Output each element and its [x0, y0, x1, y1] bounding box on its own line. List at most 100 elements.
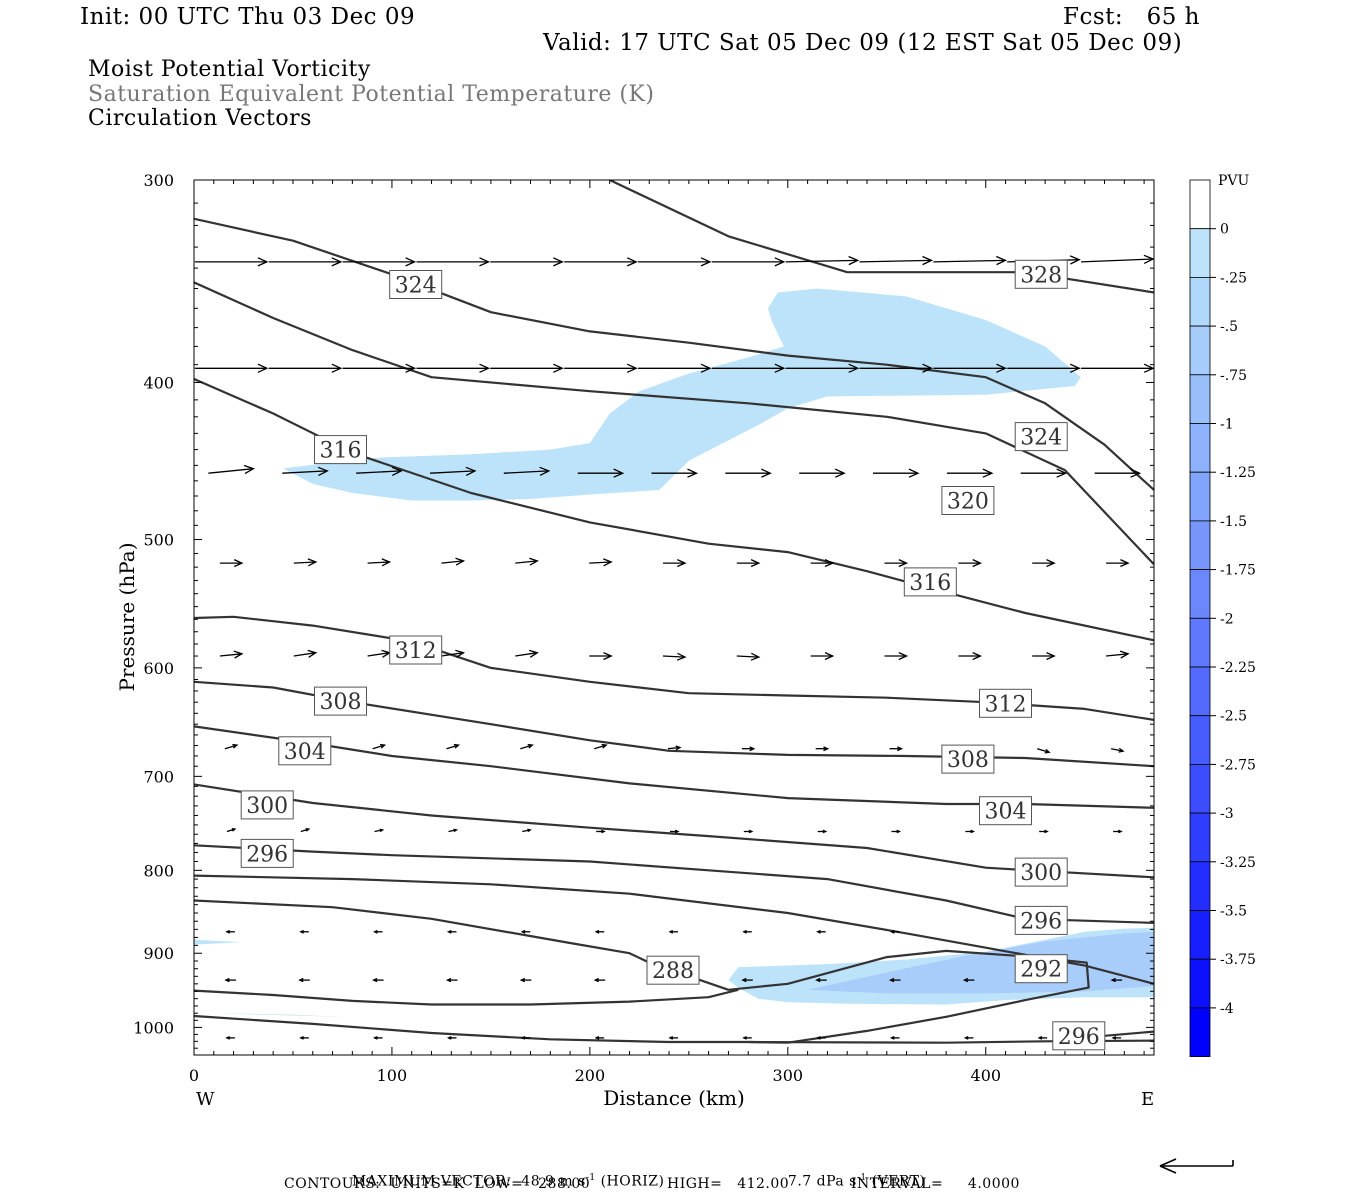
contour-label-text: 296: [246, 842, 288, 867]
contour-label-text: 296: [1020, 909, 1062, 934]
vector-head: [1130, 468, 1142, 478]
vector-arrow: [965, 829, 975, 834]
vector-shaft: [293, 652, 316, 657]
colorbar-label: -1.25: [1220, 465, 1256, 481]
contour-label: 312: [979, 688, 1032, 718]
colorbar-label: -3.25: [1220, 855, 1256, 871]
contour-label-box: [979, 688, 1032, 718]
vector-head: [761, 468, 772, 478]
y-tick-label: 600: [143, 659, 174, 678]
vector-shaft: [224, 744, 238, 750]
x-tick-label: 400: [971, 1066, 1002, 1085]
contour-label: 296: [1052, 1021, 1106, 1051]
contour-label: 304: [979, 796, 1032, 826]
contour-label-box: [278, 736, 332, 766]
vector-arrow: [958, 652, 982, 661]
vector-head: [372, 977, 378, 983]
vector-head: [601, 829, 606, 834]
vector-arrow: [663, 559, 687, 568]
vector-head: [1143, 254, 1154, 264]
vector-arrow: [1094, 468, 1142, 478]
vector-arrow: [564, 257, 638, 267]
y-tick-label: 800: [143, 861, 174, 880]
contour-label-text: 292: [1020, 958, 1062, 983]
vector-arrow: [638, 257, 712, 267]
colorbar-title: PVU: [1218, 173, 1250, 189]
vector-head: [603, 652, 613, 661]
colorbar-label: -.5: [1220, 319, 1238, 335]
vector-head: [897, 746, 904, 752]
contour-label-text: 324: [1020, 426, 1062, 451]
vector-arrow: [446, 743, 461, 750]
vector-head: [675, 745, 682, 751]
vector-head: [1056, 468, 1068, 478]
vector-arrow: [594, 743, 608, 750]
vector-head: [677, 559, 687, 568]
vector-head: [982, 468, 994, 478]
colorbar-bin: [1189, 520, 1211, 571]
vector-arrow: [520, 929, 531, 934]
vector-head: [307, 649, 318, 658]
x-tick-label: 0: [189, 1066, 199, 1085]
x-tick-label: 300: [773, 1066, 804, 1085]
reference-vector-head-lower: [1159, 1165, 1177, 1174]
vector-head: [1046, 652, 1056, 661]
contour-label-box: [389, 270, 443, 299]
max-vert-unit: (VERT): [871, 1173, 926, 1190]
vector-head: [687, 468, 699, 478]
vector-arrow: [933, 363, 1007, 373]
contour-label: 296: [1014, 905, 1068, 935]
vector-arrow: [1007, 363, 1081, 373]
max-vert-value: 7.7 dPa s: [787, 1173, 857, 1190]
vector-arrow: [441, 649, 466, 658]
contour-label: 308: [941, 744, 995, 774]
vector-arrow: [299, 1036, 309, 1040]
vector-arrow: [589, 652, 613, 661]
vector-arrow: [356, 466, 403, 476]
contour-label-box: [314, 686, 367, 716]
contour-label-text: 304: [284, 740, 326, 765]
vector-head: [1111, 1036, 1117, 1040]
vector-arrow: [520, 1036, 531, 1040]
colorbar-label: 0: [1220, 222, 1229, 238]
vector-arrow: [1081, 363, 1154, 373]
colorbar-bin: [1189, 666, 1211, 717]
vector-arrow: [299, 929, 309, 934]
contours-high: HIGH= 412.00: [667, 1176, 790, 1192]
vector-head: [889, 929, 895, 934]
colorbar-bin: [1189, 276, 1211, 327]
vector-arrow: [667, 745, 682, 751]
vector-arrow: [785, 255, 860, 266]
vector-head: [224, 977, 230, 983]
vector-arrow: [1110, 747, 1125, 753]
vector-shaft: [785, 259, 858, 263]
vector-head: [520, 929, 526, 934]
vector-head: [233, 559, 244, 568]
vector-arrow: [441, 557, 466, 566]
axis-ticks: 300 400 500 600 700 800 900 1000 0 100 200 300 400: [133, 171, 1154, 1085]
vector-arrow: [799, 468, 846, 478]
vector-arrow: [282, 466, 329, 476]
vector-arrow: [884, 559, 909, 568]
vector-head: [823, 746, 830, 752]
vector-arrow: [742, 929, 752, 934]
vector-head: [232, 743, 239, 749]
colorbar-bin: [1189, 764, 1211, 814]
vector-head: [529, 557, 539, 566]
vector-arrow: [742, 1036, 752, 1040]
vector-head: [225, 929, 230, 934]
contour-label-box: [240, 838, 294, 868]
vector-arrow: [962, 977, 975, 983]
vector-head: [225, 1036, 230, 1040]
vector-head: [331, 257, 343, 267]
colorbar-bin: [1189, 1007, 1211, 1058]
vector-head: [742, 929, 747, 934]
vector-arrow: [522, 828, 532, 833]
contour-label-text: 312: [395, 639, 437, 664]
contour-label: 300: [1014, 857, 1068, 887]
vector-arrow: [367, 558, 392, 567]
vector-arrow: [662, 652, 687, 661]
vector-arrow: [873, 468, 920, 478]
x-tick-label: 200: [575, 1066, 606, 1085]
